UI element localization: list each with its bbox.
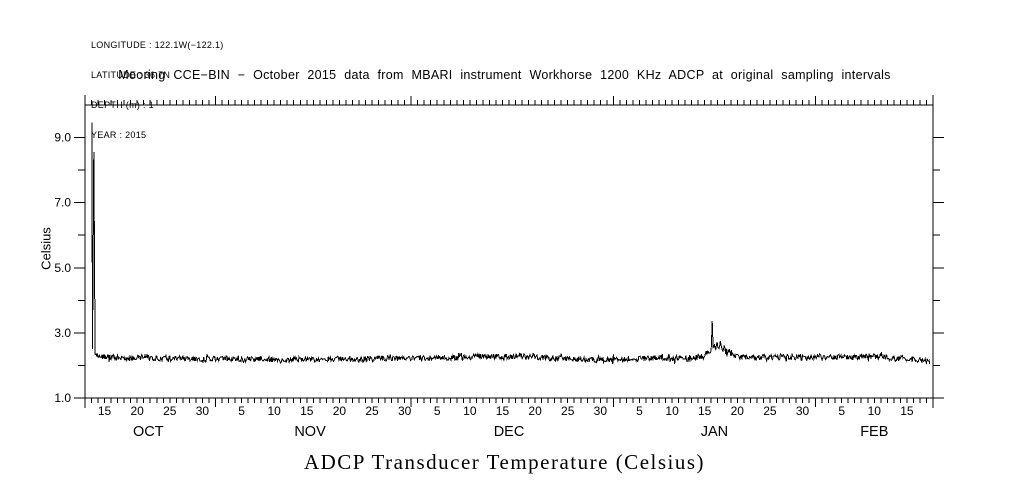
day-label: 20 (333, 404, 347, 418)
y-tick-label: 7.0 (54, 196, 71, 210)
day-label: 10 (665, 404, 679, 418)
y-ticks-right (933, 137, 944, 399)
month-label: FEB (860, 424, 888, 440)
day-label: 25 (561, 404, 575, 418)
metadata-longitude: LONGITUDE : 122.1W(−122.1) (91, 40, 224, 50)
day-label: 25 (365, 404, 379, 418)
day-label: 5 (838, 404, 845, 418)
day-label: 10 (868, 404, 882, 418)
y-tick-label: 3.0 (54, 326, 71, 340)
month-label: JAN (701, 424, 728, 440)
y-ticks-left (74, 137, 85, 399)
metadata-year: YEAR : 2015 (91, 130, 147, 140)
day-label: 15 (98, 404, 112, 418)
x-ticks-top (84, 95, 934, 105)
day-label: 5 (636, 404, 643, 418)
day-label: 25 (763, 404, 777, 418)
month-label: NOV (294, 424, 326, 440)
day-label: 5 (238, 404, 245, 418)
day-label: 20 (131, 404, 145, 418)
month-label: OCT (133, 424, 164, 440)
metadata-latitude: LATITUDE : 36.7N (91, 70, 171, 80)
day-label: 10 (267, 404, 281, 418)
y-tick-label: 1.0 (54, 391, 71, 405)
day-label: 15 (496, 404, 510, 418)
y-tick-label: 9.0 (54, 131, 71, 145)
plot-frame (84, 104, 934, 399)
chart-caption: ADCP Transducer Temperature (Celsius) (303, 450, 706, 474)
day-label: 30 (398, 404, 412, 418)
day-label: 15 (900, 404, 914, 418)
day-label: 20 (731, 404, 745, 418)
temperature-series-line (91, 122, 931, 365)
x-month-labels: OCT NOV DEC JAN FEB (133, 424, 888, 440)
x-ticks-bottom (84, 398, 934, 408)
day-label: 10 (463, 404, 477, 418)
day-label: 30 (594, 404, 608, 418)
day-label: 15 (698, 404, 712, 418)
day-label: 5 (434, 404, 441, 418)
x-day-labels: 15 20 25 30 5 10 15 20 25 30 5 10 15 20 25 30 5 10 15 20 25 3… (98, 404, 914, 418)
day-label: 30 (196, 404, 210, 418)
y-tick-labels: 9.0 7.0 5.0 3.0 1.0 (54, 131, 71, 405)
day-label: 15 (300, 404, 314, 418)
y-tick-label: 5.0 (54, 261, 71, 275)
day-label: 30 (796, 404, 810, 418)
day-label: 20 (528, 404, 542, 418)
plot-title: Mooring CCE−BIN − October 2015 data from… (118, 68, 891, 82)
month-label: DEC (494, 424, 525, 440)
day-label: 25 (163, 404, 177, 418)
